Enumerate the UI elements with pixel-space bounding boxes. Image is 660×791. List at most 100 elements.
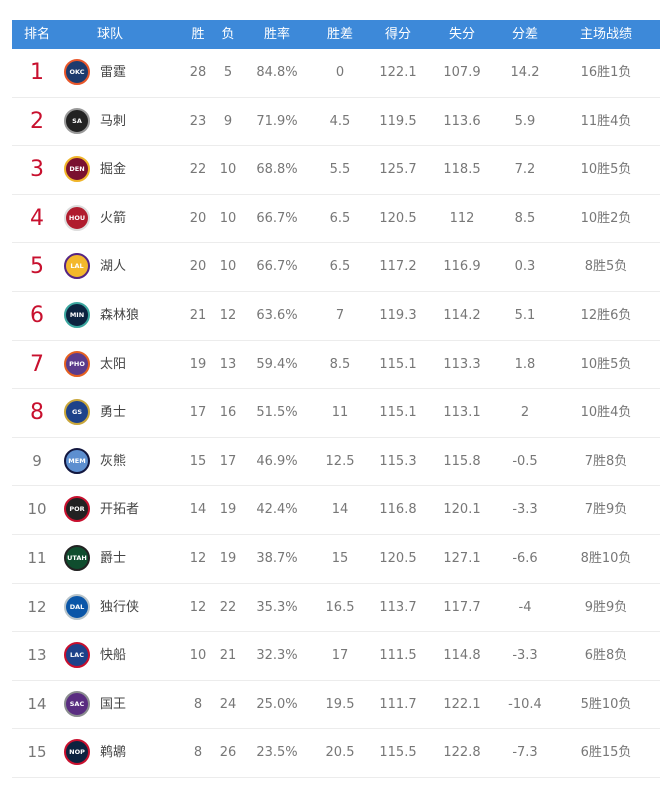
table-row[interactable]: 3 DEN 掘金 22 10 68.8% 5.5 125.7 118.5 7.2 10胜5负 <box>12 146 660 195</box>
games-behind: 16.5 <box>325 599 355 615</box>
points-for: 115.1 <box>379 405 417 421</box>
rank: 13 <box>27 646 47 665</box>
table-row[interactable]: 7 PHO 太阳 19 13 59.4% 8.5 115.1 113.3 1.8 10胜5负 <box>12 341 660 390</box>
win-pct: 25.0% <box>256 696 298 712</box>
home-record: 10胜2负 <box>580 210 632 226</box>
win-pct: 46.9% <box>256 453 298 469</box>
table-row[interactable]: 10 POR 开拓者 14 19 42.4% 14 116.8 120.1 -3.3 7胜9负 <box>12 486 660 535</box>
table-row[interactable]: 5 LAL 湖人 20 10 66.7% 6.5 117.2 116.9 0.3 8胜5负 <box>12 243 660 292</box>
win-pct: 63.6% <box>256 307 298 323</box>
table-row[interactable]: 8 GS 勇士 17 16 51.5% 11 115.1 113.1 2 10胜4负 <box>12 389 660 438</box>
team-logo-icon: HOU <box>64 204 90 231</box>
losses: 22 <box>219 599 237 615</box>
point-diff: -0.5 <box>512 453 538 469</box>
header-home-record: 主场战绩 <box>579 27 633 42</box>
point-diff: -6.6 <box>512 550 538 566</box>
table-row[interactable]: 12 DAL 独行侠 12 22 35.3% 16.5 113.7 117.7 -4 9胜9负 <box>12 584 660 633</box>
points-against: 118.5 <box>443 162 481 178</box>
games-behind: 4.5 <box>329 113 351 129</box>
losses: 10 <box>219 259 237 275</box>
losses: 21 <box>219 648 237 664</box>
point-diff: -3.3 <box>512 648 538 664</box>
points-against: 115.8 <box>443 453 481 469</box>
table-row[interactable]: 11 UTAH 爵士 12 19 38.7% 15 120.5 127.1 -6.6 8胜10负 <box>12 535 660 584</box>
team-logo-icon: NOP <box>64 739 90 766</box>
losses: 26 <box>219 745 237 761</box>
rank: 10 <box>27 500 47 519</box>
win-pct: 42.4% <box>256 502 298 518</box>
team-name[interactable]: 森林狼 <box>100 307 140 323</box>
losses: 19 <box>219 502 237 518</box>
team-logo-icon: DEN <box>64 156 90 183</box>
team-name[interactable]: 开拓者 <box>100 502 140 518</box>
header-points-for: 得分 <box>384 27 412 42</box>
points-for: 115.3 <box>379 453 417 469</box>
team-name[interactable]: 湖人 <box>100 259 127 275</box>
team-logo-icon: POR <box>64 496 90 523</box>
points-against: 114.8 <box>443 648 481 664</box>
losses: 16 <box>219 405 237 421</box>
table-row[interactable]: 14 SAC 国王 8 24 25.0% 19.5 111.7 122.1 -10.4 5胜10负 <box>12 681 660 730</box>
team-name[interactable]: 马刺 <box>100 113 127 129</box>
wins: 10 <box>189 648 207 664</box>
wins: 20 <box>189 259 207 275</box>
home-record: 10胜5负 <box>580 356 632 372</box>
losses: 10 <box>219 162 237 178</box>
home-record: 7胜9负 <box>584 502 628 518</box>
team-logo-icon: OKC <box>64 59 90 85</box>
point-diff: -7.3 <box>512 745 538 761</box>
games-behind: 0 <box>335 65 345 80</box>
team-name[interactable]: 雷霆 <box>100 65 127 80</box>
header-points-against: 失分 <box>448 27 476 42</box>
wins: 15 <box>189 453 207 469</box>
team-name[interactable]: 鹈鹕 <box>100 745 127 761</box>
team-name[interactable]: 掘金 <box>100 162 127 178</box>
team-name[interactable]: 国王 <box>100 696 127 712</box>
wins: 21 <box>189 307 207 323</box>
point-diff: 5.9 <box>514 113 536 129</box>
team-name[interactable]: 快船 <box>100 648 127 664</box>
table-row[interactable]: 2 SA 马刺 23 9 71.9% 4.5 119.5 113.6 5.9 11胜4负 <box>12 98 660 147</box>
table-row[interactable]: 15 NOP 鹈鹕 8 26 23.5% 20.5 115.5 122.8 -7.3 6胜15负 <box>12 729 660 778</box>
table-row[interactable]: 13 LAC 快船 10 21 32.3% 17 111.5 114.8 -3.3 6胜8负 <box>12 632 660 681</box>
points-against: 113.6 <box>443 113 481 129</box>
team-name[interactable]: 勇士 <box>100 405 127 421</box>
team-name[interactable]: 火箭 <box>100 210 127 226</box>
table-row[interactable]: 1 OKC 雷霆 28 5 84.8% 0 122.1 107.9 14.2 16胜1负 <box>12 49 660 98</box>
team-logo-icon: DAL <box>64 593 90 620</box>
wins: 23 <box>189 113 207 129</box>
team-name[interactable]: 爵士 <box>100 550 127 566</box>
wins: 14 <box>189 502 207 518</box>
rank: 15 <box>27 743 47 762</box>
table-row[interactable]: 4 HOU 火箭 20 10 66.7% 6.5 120.5 112 8.5 10胜2负 <box>12 195 660 244</box>
wins: 12 <box>189 599 207 615</box>
rank: 4 <box>30 205 44 231</box>
points-for: 115.1 <box>379 356 417 372</box>
team-name[interactable]: 灰熊 <box>100 453 127 469</box>
point-diff: 0.3 <box>514 259 536 275</box>
rank: 8 <box>30 400 44 426</box>
home-record: 5胜10负 <box>580 696 632 712</box>
wins: 20 <box>189 210 207 226</box>
wins: 28 <box>189 65 207 80</box>
wins: 22 <box>189 162 207 178</box>
header-team: 球队 <box>96 27 124 42</box>
team-logo-icon: SA <box>64 107 90 134</box>
losses: 24 <box>219 696 237 712</box>
rank: 5 <box>30 254 44 280</box>
table-row[interactable]: 9 MEM 灰熊 15 17 46.9% 12.5 115.3 115.8 -0.5 7胜8负 <box>12 438 660 487</box>
team-name[interactable]: 独行侠 <box>100 599 140 615</box>
win-pct: 71.9% <box>256 113 298 129</box>
team-logo-icon: SAC <box>64 690 90 717</box>
table-row[interactable]: 6 MIN 森林狼 21 12 63.6% 7 119.3 114.2 5.1 12胜6负 <box>12 292 660 341</box>
point-diff: 7.2 <box>514 162 536 178</box>
points-against: 113.3 <box>443 356 481 372</box>
wins: 19 <box>189 356 207 372</box>
team-name[interactable]: 太阳 <box>100 356 127 372</box>
points-for: 122.1 <box>379 65 417 80</box>
win-pct: 51.5% <box>256 405 298 421</box>
rank: 9 <box>32 451 42 470</box>
points-for: 111.7 <box>379 696 417 712</box>
win-pct: 23.5% <box>256 745 298 761</box>
home-record: 7胜8负 <box>584 453 628 469</box>
